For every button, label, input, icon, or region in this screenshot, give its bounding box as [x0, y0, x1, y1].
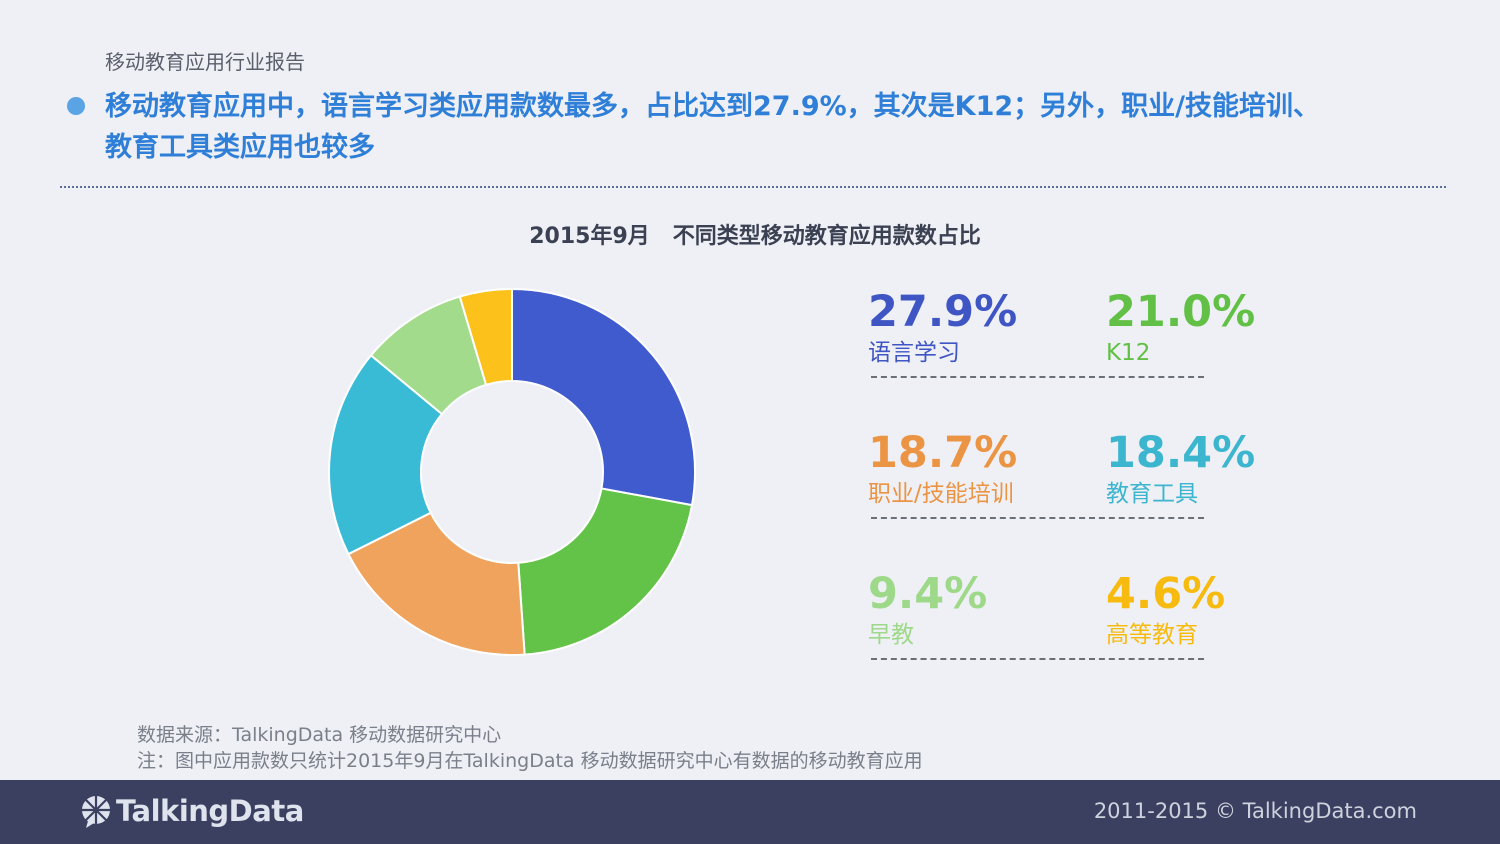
dotted-divider [60, 186, 1446, 188]
legend-label-4: 早教 [868, 622, 914, 648]
legend-row: 18.7% 职业/技能培训 18.4% 教育工具 [868, 427, 1255, 568]
legend-row-divider [871, 658, 1204, 660]
legend-item-2: 18.7% 职业/技能培训 [868, 427, 1017, 509]
legend-item-0: 27.9% 语言学习 [868, 286, 1017, 368]
donut-slice-3 [328, 353, 444, 556]
legend-value-4: 9.4% [868, 569, 988, 619]
copyright: 2011-2015 © TalkingData.com [1093, 799, 1417, 823]
headline-bullet [67, 97, 85, 115]
footer-bar: TalkingData 2011-2015 © TalkingData.com [0, 780, 1500, 844]
donut-chart [328, 287, 696, 656]
legend-item-4: 9.4% 早教 [868, 568, 987, 650]
legend-value-1: 21.0% [1106, 287, 1256, 337]
legend-value-2: 18.7% [868, 428, 1018, 478]
donut-slice-1 [517, 487, 694, 656]
talkingdata-logo-text: TalkingData [116, 794, 304, 828]
report-title: 移动教育应用行业报告 [105, 50, 305, 74]
donut-slice-0 [511, 287, 696, 507]
legend-item-1: 21.0% K12 [1106, 286, 1255, 368]
legend-label-1: K12 [1106, 340, 1151, 366]
donut-slice-2 [347, 511, 526, 656]
data-source: 数据来源：TalkingData 移动数据研究中心 注：图中应用款数只统计201… [137, 722, 923, 774]
headline-line-2: 教育工具类应用也较多 [105, 132, 375, 163]
source-line-2: 注：图中应用款数只统计2015年9月在TalkingData 移动数据研究中心有… [137, 750, 923, 772]
talkingdata-logo-icon [82, 796, 110, 828]
legend-value-0: 27.9% [868, 287, 1018, 337]
chart-legend: 27.9% 语言学习 21.0% K12 18.7% 职业/技能培训 18.4%… [868, 286, 1255, 709]
legend-row-divider [871, 376, 1204, 378]
legend-label-2: 职业/技能培训 [868, 481, 1014, 507]
legend-row: 9.4% 早教 4.6% 高等教育 [868, 568, 1225, 709]
donut-slice-5 [458, 287, 513, 387]
legend-value-5: 4.6% [1106, 569, 1226, 619]
chart-title: 2015年9月 不同类型移动教育应用款数占比 [529, 224, 981, 249]
headline: 移动教育应用中，语言学习类应用款数最多，占比达到27.9%，其次是K12；另外，… [105, 86, 1435, 168]
legend-row-divider [871, 517, 1204, 519]
legend-label-3: 教育工具 [1106, 481, 1198, 507]
legend-label-0: 语言学习 [868, 340, 960, 366]
source-line-1: 数据来源：TalkingData 移动数据研究中心 [137, 724, 502, 746]
legend-row: 27.9% 语言学习 21.0% K12 [868, 286, 1255, 427]
legend-item-3: 18.4% 教育工具 [1106, 427, 1255, 509]
headline-line-1: 移动教育应用中，语言学习类应用款数最多，占比达到27.9%，其次是K12；另外，… [105, 91, 1321, 122]
legend-label-5: 高等教育 [1106, 622, 1198, 648]
legend-value-3: 18.4% [1106, 428, 1256, 478]
legend-item-5: 4.6% 高等教育 [1106, 568, 1225, 650]
